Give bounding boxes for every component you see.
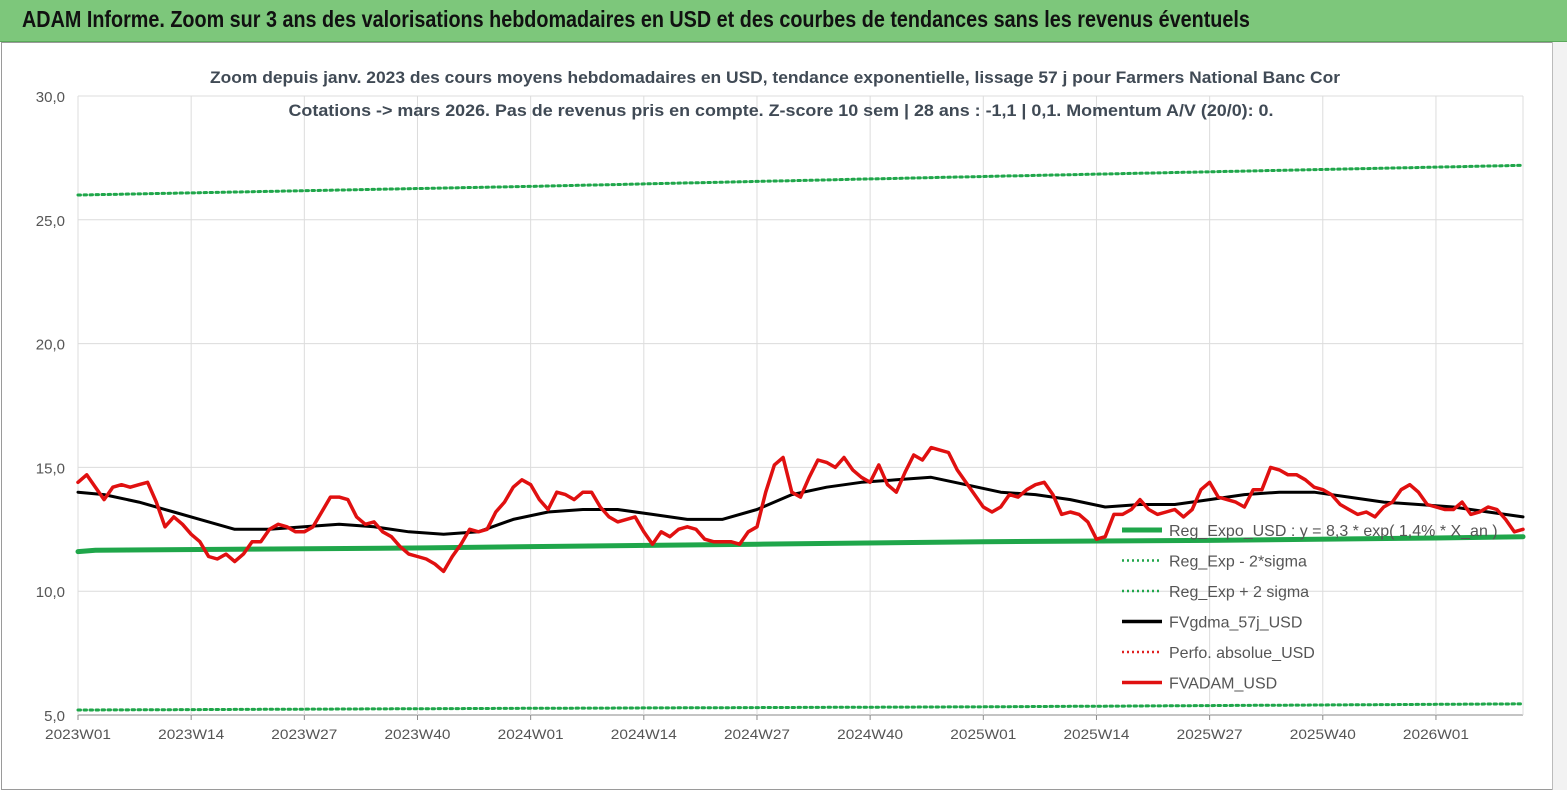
y-tick-label: 20,0	[36, 337, 65, 354]
x-tick-label: 2023W14	[158, 726, 224, 742]
legend-label: Perfo. absolue_USD	[1169, 645, 1315, 662]
series-line-1	[76, 702, 1525, 712]
chart-title-line1: Zoom depuis janv. 2023 des cours moyens …	[210, 68, 1340, 87]
x-axis: 2023W01 2023W14 2023W27 2023W40 2024W01 2024W…	[45, 715, 1469, 742]
x-tick-label: 2024W14	[611, 726, 677, 742]
x-tick-label: 2024W40	[837, 726, 903, 742]
legend-label: Reg_Exp - 2*sigma	[1169, 554, 1307, 571]
gridlines	[77, 95, 1524, 716]
series-line-0	[75, 534, 1526, 555]
series-line-3	[76, 475, 1525, 536]
x-tick-label: 2025W40	[1290, 726, 1356, 742]
series-line-5	[76, 445, 1525, 574]
x-tick-label: 2023W27	[271, 726, 337, 742]
y-tick-label: 15,0	[36, 460, 65, 477]
legend-label: FVADAM_USD	[1169, 676, 1277, 693]
y-tick-label: 30,0	[36, 89, 65, 106]
series-line-2	[76, 163, 1525, 197]
chart-title-line2: Cotations -> mars 2026. Pas de revenus p…	[289, 101, 1274, 120]
x-tick-label: 2025W01	[950, 726, 1016, 742]
scrollbar-strip[interactable]	[1552, 42, 1567, 790]
x-tick-label: 2026W01	[1403, 726, 1469, 742]
x-tick-label: 2023W40	[384, 726, 450, 742]
x-tick-label: 2025W27	[1177, 726, 1243, 742]
x-tick-label: 2024W27	[724, 726, 790, 742]
y-tick-label: 25,0	[36, 213, 65, 230]
legend-label: Reg_Expo_USD : y = 8,3 * exp( 1,4% * X_a…	[1169, 523, 1498, 540]
x-tick-label: 2024W01	[498, 726, 564, 742]
banner-title: ADAM Informe. Zoom sur 3 ans des valoris…	[22, 6, 1250, 32]
legend: Reg_Expo_USD : y = 8,3 * exp( 1,4% * X_a…	[1122, 523, 1498, 693]
y-tick-label: 10,0	[36, 584, 65, 601]
x-tick-label: 2025W14	[1063, 726, 1129, 742]
banner: ADAM Informe. Zoom sur 3 ans des valoris…	[0, 0, 1567, 42]
series-lines	[75, 163, 1526, 712]
y-tick-label: 5,0	[44, 708, 65, 725]
y-axis: 5,0 10,0 15,0 20,0 25,0 30,0	[36, 89, 65, 725]
legend-label: FVgdma_57j_USD	[1169, 615, 1302, 632]
legend-label: Reg_Exp + 2 sigma	[1169, 584, 1309, 601]
x-tick-label: 2023W01	[45, 726, 111, 742]
